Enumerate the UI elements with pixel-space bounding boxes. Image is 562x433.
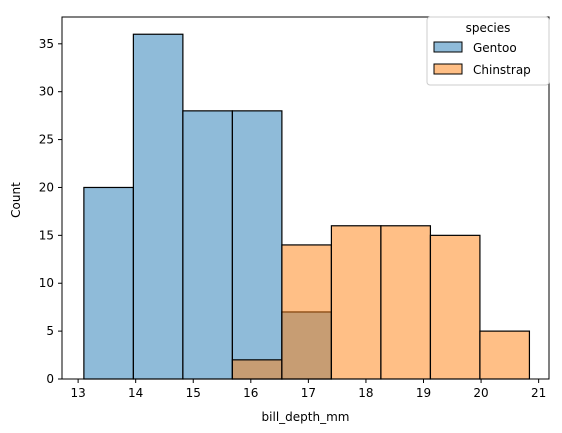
x-tick-label: 20 <box>473 386 488 400</box>
x-tick-label: 19 <box>416 386 431 400</box>
bar-chinstrap <box>380 225 432 380</box>
y-tick-label: 5 <box>46 324 54 338</box>
x-tick-label: 13 <box>70 386 85 400</box>
bar-gentoo <box>83 186 134 380</box>
legend-swatch-chinstrap <box>433 63 463 75</box>
y-tick-label: 35 <box>39 37 54 51</box>
y-tick-label: 30 <box>39 85 54 99</box>
y-tick-label: 10 <box>39 276 54 290</box>
legend-swatch-gentoo <box>433 41 463 53</box>
x-tick-label: 15 <box>186 386 201 400</box>
legend-label-chinstrap: Chinstrap <box>473 63 531 77</box>
y-tick-label: 20 <box>39 180 54 194</box>
y-tick-label: 25 <box>39 133 54 147</box>
bar-chinstrap <box>231 359 283 380</box>
bar-gentoo <box>132 33 184 380</box>
y-axis-label: Count <box>9 182 23 218</box>
bar-chinstrap <box>281 244 333 380</box>
y-tick-label: 0 <box>46 372 54 386</box>
x-tick-label: 16 <box>243 386 258 400</box>
axes-layer: 13 14 15 16 17 18 19 20 21 0 5 10 15 20 25 30 35 <box>39 16 550 400</box>
x-tick-label: 21 <box>531 386 546 400</box>
bar-gentoo <box>182 110 233 380</box>
bar-chinstrap <box>429 234 481 380</box>
axes-frame <box>61 16 550 380</box>
x-tick-label: 17 <box>301 386 316 400</box>
bar-chinstrap <box>479 330 531 380</box>
legend-label-gentoo: Gentoo <box>473 41 517 55</box>
legend: species Gentoo Chinstrap <box>426 16 550 86</box>
legend-title: species <box>466 21 511 35</box>
bar-chinstrap <box>330 225 382 380</box>
y-tick-label: 15 <box>39 228 54 242</box>
x-tick-label: 18 <box>358 386 373 400</box>
x-axis-label: bill_depth_mm <box>262 410 350 424</box>
bar-gentoo <box>231 110 283 380</box>
x-tick-label: 14 <box>128 386 143 400</box>
bars-layer <box>83 33 531 380</box>
